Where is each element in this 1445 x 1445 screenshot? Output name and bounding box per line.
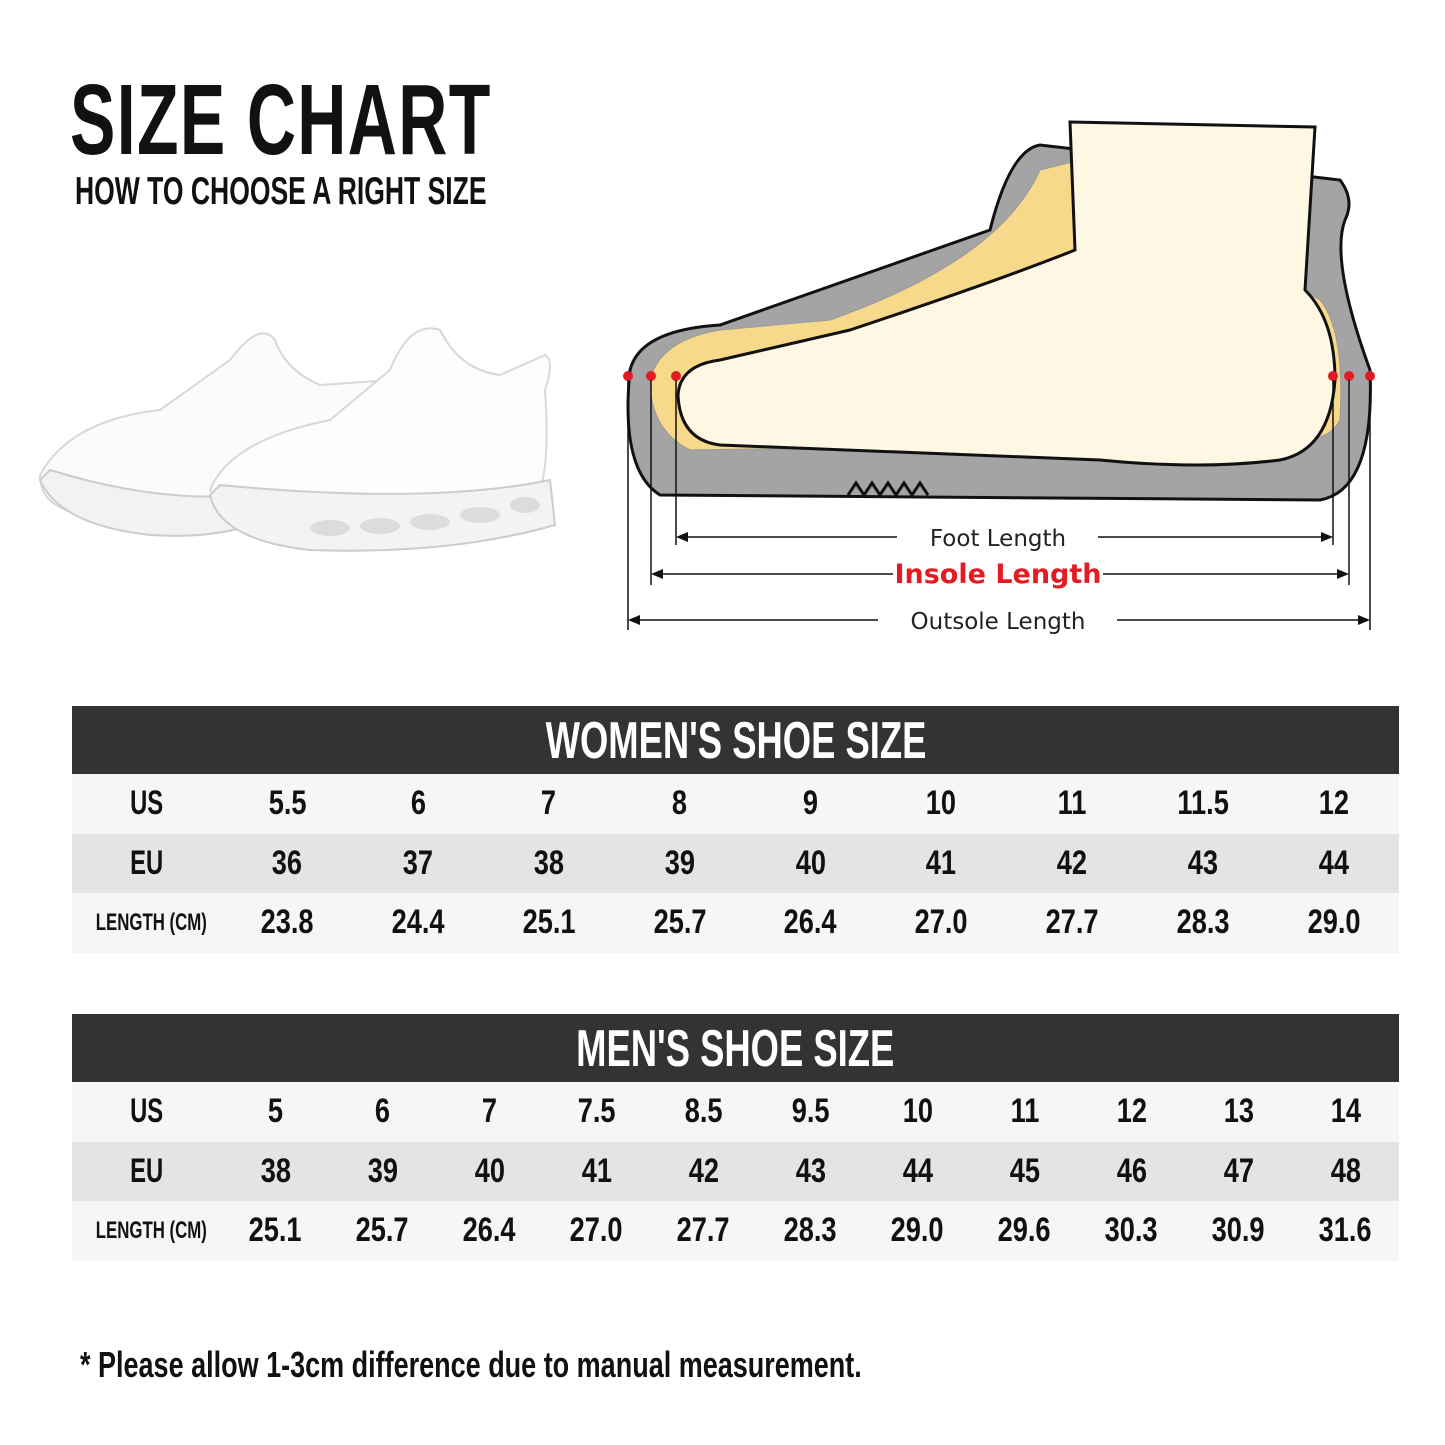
- table-title: MEN'S SHOE SIZE: [72, 1014, 1399, 1082]
- womens-size-table: WOMEN'S SHOE SIZE US 5.5 6 7 8 9 10 11 11.5 12 EU 36…: [72, 706, 1399, 953]
- tread-pattern: [846, 480, 930, 498]
- row-label: US: [130, 1092, 164, 1131]
- table-cell: 27.0: [570, 1211, 623, 1250]
- table-cell: 25.1: [522, 903, 576, 942]
- table-cell: 10: [926, 784, 957, 823]
- table-cell: 36: [272, 843, 303, 882]
- sneaker-front: [208, 327, 557, 552]
- table-cell: 30.9: [1212, 1211, 1265, 1250]
- table-cell: 37: [403, 843, 434, 882]
- foot-measurement-diagram: Foot Length Insole Length Outsole Length: [623, 120, 1375, 635]
- table-cell: 41: [926, 843, 957, 882]
- table-row: EU 38 39 40 41 42 43 44 45 46 47 48: [72, 1141, 1399, 1201]
- foot-length-label: Foot Length: [930, 526, 1066, 552]
- insole-length-label: Insole Length: [894, 559, 1101, 590]
- table-cell: 7: [541, 784, 557, 823]
- table-cell: 28.3: [1176, 903, 1230, 942]
- table-cell: 44: [902, 1151, 933, 1190]
- table-cell: 25.1: [249, 1211, 302, 1250]
- row-label: EU: [130, 843, 164, 882]
- table-cell: 25.7: [653, 903, 707, 942]
- table-cell: 42: [1056, 843, 1088, 882]
- table-cell: 5: [267, 1092, 284, 1131]
- table-cell: 11: [1057, 784, 1087, 823]
- foot-shape: [676, 120, 1337, 467]
- table-cell: 12: [1116, 1092, 1147, 1131]
- table-cell: 9.5: [791, 1092, 830, 1131]
- table-cell: 31.6: [1319, 1211, 1372, 1250]
- table-cell: 26.4: [463, 1211, 516, 1250]
- table-cell: 12: [1318, 784, 1349, 823]
- table-cell: 27.7: [677, 1211, 730, 1250]
- mens-size-table: MEN'S SHOE SIZE US 5 6 7 7.5 8.5 9.5 10 11 12 13 14 E…: [72, 1014, 1399, 1261]
- table-cell: 8: [672, 784, 688, 823]
- table-cell: 38: [260, 1151, 291, 1190]
- table-cell: 14: [1330, 1092, 1361, 1131]
- table-cell: 13: [1223, 1092, 1254, 1131]
- table-cell: 5.5: [268, 784, 307, 823]
- row-label: LENGTH (CM): [95, 1216, 207, 1244]
- table-cell: 48: [1330, 1151, 1361, 1190]
- table-cell: 9: [802, 784, 819, 823]
- table-cell: 6: [374, 1092, 391, 1131]
- table-cell: 44: [1318, 843, 1349, 882]
- table-cell: 30.3: [1105, 1211, 1158, 1250]
- table-cell: 24.4: [391, 903, 445, 942]
- page-subtitle: HOW TO CHOOSE A RIGHT SIZE: [75, 170, 487, 213]
- sneaker-image: [38, 327, 557, 552]
- table-cell: 23.8: [260, 903, 314, 942]
- row-label: US: [130, 784, 164, 823]
- table-cell: 43: [1187, 843, 1218, 882]
- table-cell: 45: [1009, 1151, 1040, 1190]
- table-row: EU 36 37 38 39 40 41 42 43 44: [72, 833, 1399, 893]
- table-cell: 8.5: [684, 1092, 723, 1131]
- table-row: US 5 6 7 7.5 8.5 9.5 10 11 12 13 14: [72, 1082, 1399, 1142]
- table-row: LENGTH (CM) 25.1 25.7 26.4 27.0 27.7 28.3 29.0 2…: [72, 1201, 1399, 1261]
- table-cell: 11: [1010, 1092, 1039, 1131]
- measure-points: [623, 371, 1375, 381]
- page-title: SIZE CHART: [70, 64, 492, 176]
- table-cell: 27.7: [1045, 903, 1099, 942]
- table-cell: 40: [474, 1151, 505, 1190]
- table-row: US 5.5 6 7 8 9 10 11 11.5 12: [72, 774, 1399, 834]
- row-label: LENGTH (CM): [95, 908, 207, 936]
- outsole-length-label: Outsole Length: [911, 609, 1086, 635]
- table-cell: 26.4: [784, 903, 837, 942]
- table-cell: 38: [533, 843, 565, 882]
- table-cell: 40: [795, 843, 826, 882]
- table-row: LENGTH (CM) 23.8 24.4 25.1 25.7 26.4 27.0 27.7 2…: [72, 893, 1399, 953]
- table-cell: 29.0: [891, 1211, 944, 1250]
- table-cell: 29.6: [998, 1211, 1051, 1250]
- table-title: WOMEN'S SHOE SIZE: [72, 706, 1399, 774]
- table-cell: 42: [688, 1151, 719, 1190]
- table-cell: 6: [410, 784, 426, 823]
- table-cell: 39: [664, 843, 695, 882]
- table-cell: 39: [367, 1151, 398, 1190]
- table-cell: 47: [1223, 1151, 1254, 1190]
- table-cell: 7.5: [577, 1092, 616, 1131]
- table-cell: 25.7: [356, 1211, 409, 1250]
- table-cell: 27.0: [914, 903, 968, 942]
- table-cell: 10: [902, 1092, 933, 1131]
- table-cell: 29.0: [1307, 903, 1361, 942]
- table-cell: 28.3: [784, 1211, 837, 1250]
- table-cell: 41: [581, 1151, 612, 1190]
- table-cell: 7: [481, 1092, 498, 1131]
- table-cell: 43: [795, 1151, 826, 1190]
- row-label: EU: [130, 1151, 164, 1190]
- table-cell: 46: [1116, 1151, 1147, 1190]
- table-cell: 11.5: [1177, 784, 1229, 823]
- footnote: * Please allow 1-3cm difference due to m…: [80, 1344, 862, 1385]
